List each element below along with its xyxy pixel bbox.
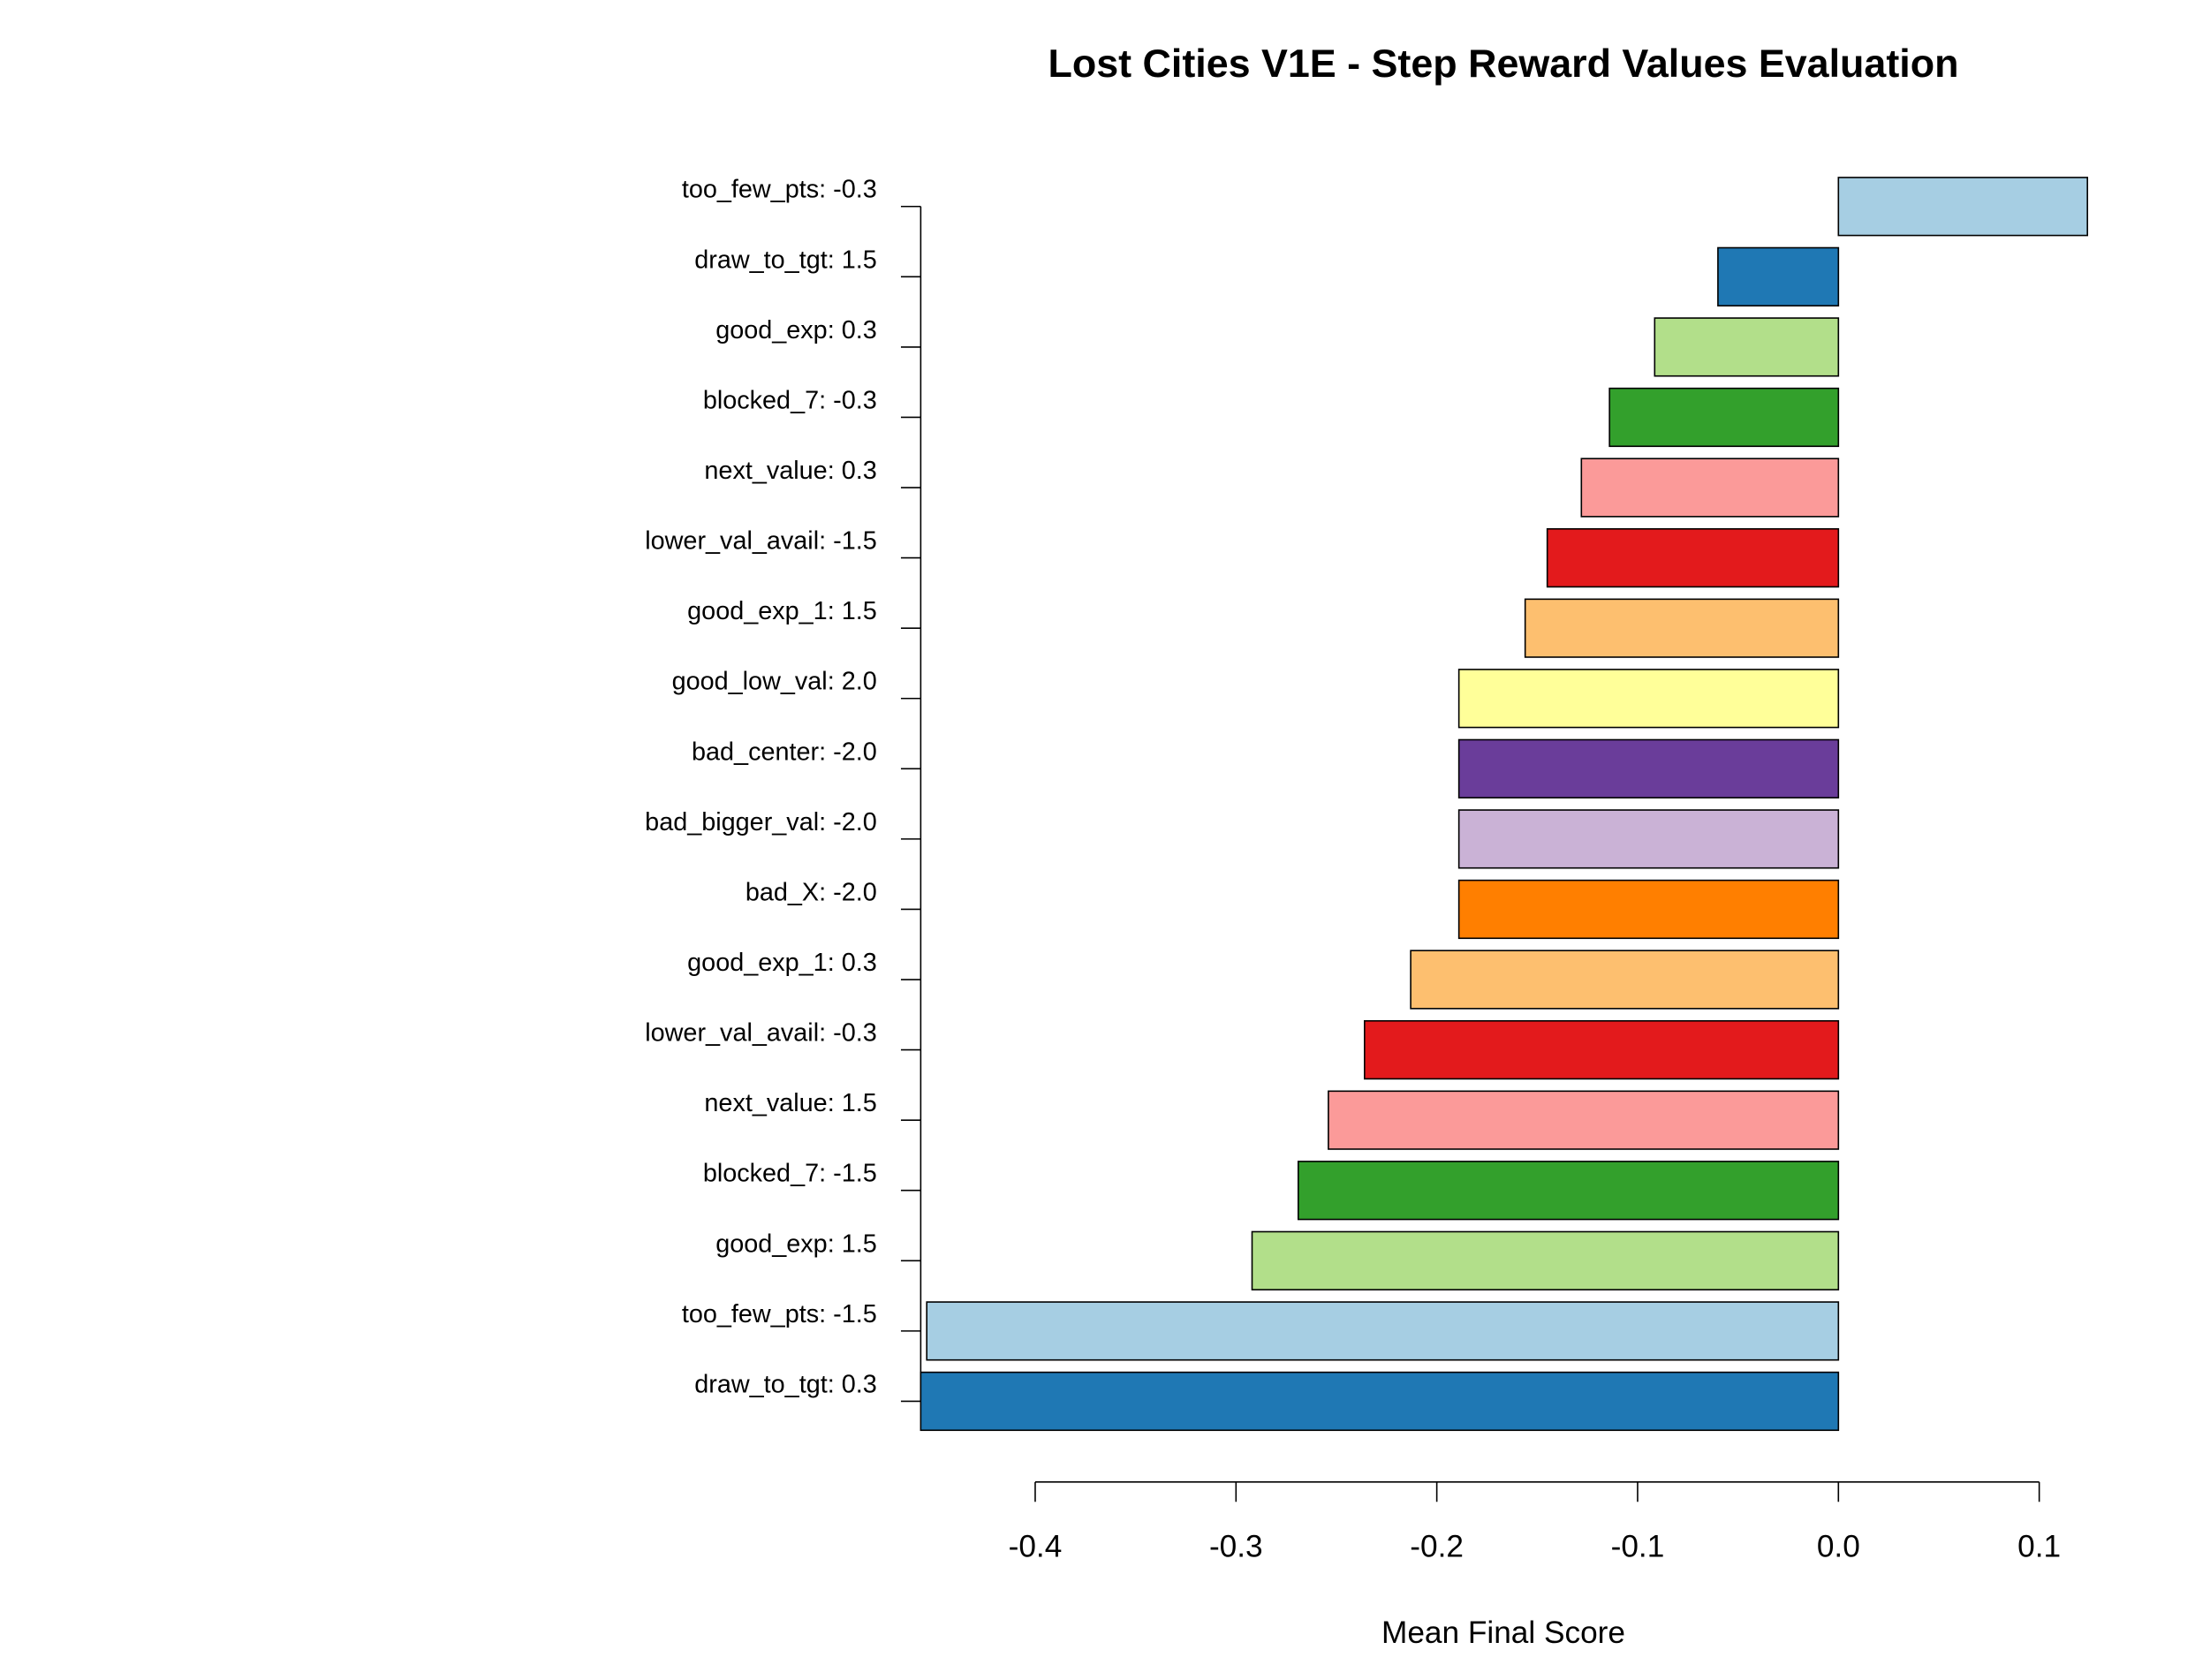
y-tick-label: too_few_pts: -0.3 <box>682 176 877 204</box>
bar <box>1410 950 1840 1010</box>
bar <box>1546 527 1840 588</box>
y-tick-label: blocked_7: -1.5 <box>703 1160 877 1188</box>
bar <box>1524 598 1840 658</box>
chart-title: Lost Cities V1E - Step Reward Values Eva… <box>1048 42 1958 86</box>
y-tick-label: lower_val_avail: -1.5 <box>645 527 877 556</box>
y-tick-label: next_value: 1.5 <box>704 1089 876 1117</box>
y-tick-label: good_low_val: 2.0 <box>672 668 877 696</box>
y-tick-label: good_exp_1: 1.5 <box>687 597 877 625</box>
x-tick-label: 0.1 <box>2017 1529 2061 1563</box>
bar <box>1457 738 1840 798</box>
bar <box>920 1371 1840 1432</box>
y-tick-label: good_exp_1: 0.3 <box>687 949 877 977</box>
bar <box>1297 1161 1840 1221</box>
bar <box>1363 1019 1840 1080</box>
y-tick-label: bad_center: -2.0 <box>692 738 877 766</box>
x-tick-label: -0.1 <box>1611 1529 1665 1563</box>
bar <box>1457 879 1840 940</box>
y-tick-label: draw_to_tgt: 1.5 <box>694 246 877 274</box>
y-tick-label: lower_val_avail: -0.3 <box>645 1019 877 1048</box>
bar <box>1251 1230 1840 1290</box>
x-axis-label: Mean Final Score <box>1381 1616 1625 1650</box>
bar <box>1654 317 1840 377</box>
bar <box>1580 458 1840 518</box>
bar <box>1328 1090 1840 1150</box>
y-tick-label: bad_bigger_val: -2.0 <box>645 808 877 836</box>
bar <box>1837 177 2089 237</box>
y-tick-label: too_few_pts: -1.5 <box>682 1300 877 1328</box>
bar <box>1717 246 1840 306</box>
x-tick-label: -0.2 <box>1410 1529 1464 1563</box>
y-tick-label: bad_X: -2.0 <box>746 878 877 906</box>
bar <box>1608 387 1840 448</box>
x-tick-label: 0.0 <box>1817 1529 1860 1563</box>
x-tick-label: -0.3 <box>1209 1529 1263 1563</box>
x-tick-label: -0.4 <box>1009 1529 1063 1563</box>
y-tick-label: next_value: 0.3 <box>704 457 876 485</box>
y-tick-label: good_exp: 0.3 <box>715 316 877 344</box>
y-tick-label: draw_to_tgt: 0.3 <box>694 1370 877 1398</box>
y-tick-label: blocked_7: -0.3 <box>703 386 877 414</box>
bar <box>1457 809 1840 869</box>
bar <box>1457 669 1840 729</box>
y-tick-label: good_exp: 1.5 <box>715 1230 877 1258</box>
bar <box>926 1301 1840 1361</box>
